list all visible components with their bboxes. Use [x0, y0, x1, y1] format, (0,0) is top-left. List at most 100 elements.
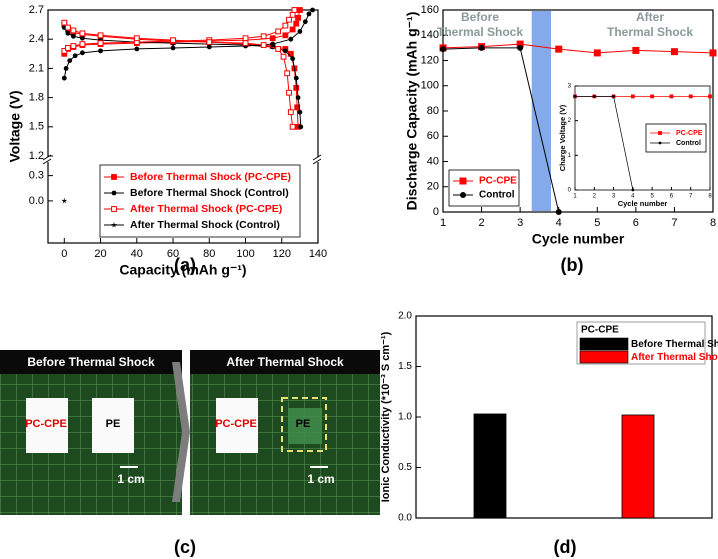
x-tick-label: 2 — [593, 194, 597, 200]
y-tick-label: 3 — [568, 84, 572, 90]
legend-title: PC-CPE — [581, 325, 619, 336]
marker — [286, 89, 292, 96]
shaded-band — [531, 11, 551, 211]
marker — [289, 26, 296, 33]
marker — [282, 32, 289, 39]
marker — [297, 109, 303, 115]
x-axis-label: Cycle number — [532, 231, 625, 247]
marker — [280, 53, 287, 60]
marker — [310, 7, 315, 13]
x-tick-label: 4 — [631, 194, 635, 200]
marker — [70, 27, 77, 34]
annotation: Thermal Shock — [607, 25, 693, 39]
marker — [97, 40, 104, 46]
marker — [289, 123, 296, 130]
legend-label: PC-CPE — [479, 176, 517, 187]
marker — [688, 94, 693, 99]
y-tick-label: 2.1 — [29, 62, 44, 74]
sample-shrunk — [288, 408, 322, 444]
marker — [275, 28, 282, 35]
marker — [293, 20, 300, 27]
sample — [216, 398, 258, 453]
marker — [79, 41, 86, 47]
bar — [473, 413, 507, 519]
x-tick-label: 2 — [479, 217, 485, 229]
marker — [709, 49, 717, 57]
axis-break-mark — [42, 158, 52, 165]
marker — [295, 95, 301, 100]
x-axis-label: Capacity (mAh g⁻¹) — [119, 262, 246, 278]
y-tick-label: 100 — [421, 80, 439, 92]
marker — [242, 40, 249, 46]
marker — [97, 32, 104, 39]
y-tick-label: 2.7 — [29, 4, 44, 16]
x-axis-label: Cycle number — [618, 199, 668, 208]
marker — [275, 46, 282, 52]
y-tick-label: 1.8 — [29, 92, 44, 104]
marker — [555, 209, 562, 215]
annotation: Thermal Shock — [437, 25, 523, 39]
marker — [63, 66, 69, 71]
series-line — [63, 22, 294, 127]
marker — [61, 197, 68, 204]
legend-label: After Thermal Shock — [631, 352, 718, 363]
x-tick-label: 20 — [94, 248, 106, 260]
marker — [670, 48, 678, 56]
legend-label: After Thermal Shock (Control) — [130, 219, 280, 231]
legend-box — [645, 123, 707, 153]
marker — [260, 42, 267, 48]
y-tick-label: 80 — [427, 105, 439, 117]
legend-label: Before Thermal Shock (Control) — [130, 187, 289, 199]
series-line — [63, 9, 313, 79]
legend-label: Control — [676, 140, 701, 147]
marker — [286, 16, 292, 23]
x-tick-label: 80 — [203, 248, 215, 260]
y-tick-label: 2.4 — [29, 33, 44, 45]
marker — [170, 45, 176, 51]
sample-label: PC-CPE — [25, 418, 67, 430]
marker — [80, 50, 85, 56]
legend-swatch — [579, 337, 629, 351]
marker — [460, 192, 466, 198]
series-line — [575, 96, 634, 191]
marker — [65, 30, 71, 36]
marker — [708, 94, 712, 99]
marker — [111, 174, 117, 180]
marker — [459, 177, 467, 185]
marker — [289, 11, 296, 18]
sample-label: PC-CPE — [215, 418, 257, 430]
marker — [170, 37, 176, 44]
legend-label: Control — [479, 190, 515, 201]
marker — [133, 35, 140, 42]
x-tick-label: 8 — [708, 194, 712, 200]
marker — [632, 46, 640, 54]
marker — [61, 47, 68, 54]
y-tick-label: 140 — [421, 29, 439, 41]
marker — [269, 35, 276, 42]
marker — [282, 48, 288, 54]
marker — [65, 24, 71, 31]
marker — [658, 141, 662, 145]
legend-label: After Thermal Shock (PC-CPE) — [130, 203, 282, 215]
series-line — [63, 27, 302, 127]
y-tick-label: 0.3 — [29, 170, 44, 182]
marker — [134, 46, 140, 52]
x-tick-label: 6 — [633, 217, 639, 229]
x-tick-label: 3 — [612, 194, 616, 200]
y-tick-label: 0.0 — [398, 513, 412, 524]
sample-label: PE — [106, 418, 121, 430]
marker — [65, 45, 71, 51]
marker — [669, 94, 674, 99]
sample — [26, 398, 68, 453]
marker — [67, 58, 73, 64]
marker — [612, 95, 615, 98]
marker — [573, 95, 577, 98]
y-tick-label: 2.0 — [398, 311, 412, 322]
marker — [70, 43, 77, 49]
y-axis-label: Discharge Capacity (mAh g⁻¹) — [404, 12, 420, 211]
photo-title: Before Thermal Shock — [27, 355, 155, 369]
x-tick-label: 60 — [167, 248, 179, 260]
marker — [284, 70, 291, 77]
x-tick-label: 1 — [573, 194, 577, 200]
marker — [70, 33, 76, 39]
